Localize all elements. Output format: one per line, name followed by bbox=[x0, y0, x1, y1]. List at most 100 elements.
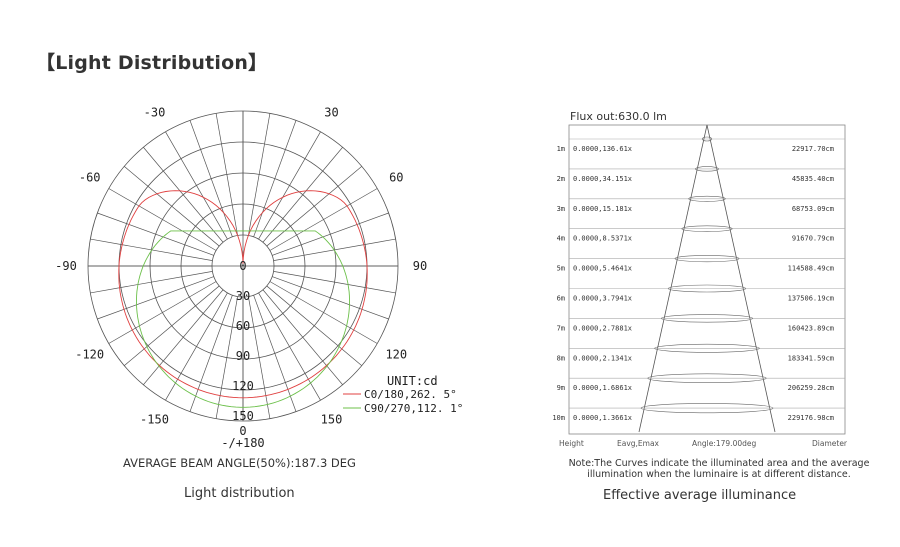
angle-label-2: -150 bbox=[140, 412, 169, 426]
polar-spoke bbox=[272, 212, 389, 256]
row-value-2: 0.0000,15.181x bbox=[573, 205, 632, 213]
row-value-0: 0.0000,136.61x bbox=[573, 145, 632, 153]
row-diameter-7: 183341.59cm bbox=[788, 354, 834, 362]
row-value-6: 0.0000,2.7881x bbox=[573, 324, 632, 332]
radial-label-0: 0 bbox=[239, 259, 246, 273]
legend-label-0: C0/180,262. 5° bbox=[364, 388, 457, 401]
row-value-8: 0.0000,1.6861x bbox=[573, 384, 632, 392]
unit-label: UNIT:cd bbox=[387, 374, 438, 388]
cone-slice bbox=[681, 225, 733, 232]
polar-spoke bbox=[215, 296, 238, 419]
row-diameter-4: 114588.49cm bbox=[788, 265, 834, 273]
radial-label-5: 150 bbox=[232, 409, 254, 423]
radial-label-4: 120 bbox=[232, 379, 254, 393]
row-height-3: 4m bbox=[557, 235, 565, 243]
cone-right-edge bbox=[706, 124, 776, 433]
polar-spoke bbox=[143, 147, 224, 243]
polar-spoke bbox=[143, 289, 224, 385]
row-diameter-6: 160423.89cm bbox=[788, 324, 834, 332]
polar-spoke bbox=[266, 166, 362, 247]
cone-slice bbox=[654, 343, 760, 353]
row-value-3: 0.0000,8.5371x bbox=[573, 235, 632, 243]
radial-label-1: 30 bbox=[236, 289, 250, 303]
footer-diameter: Diameter bbox=[812, 439, 848, 448]
row-value-7: 0.0000,2.1341x bbox=[573, 354, 632, 362]
row-diameter-8: 206259.28cm bbox=[788, 384, 834, 392]
footer-angle: Angle:179.00deg bbox=[692, 439, 757, 448]
polar-spoke bbox=[189, 295, 233, 412]
cone-slice bbox=[667, 284, 747, 293]
row-diameter-3: 91670.79cm bbox=[792, 235, 834, 243]
row-diameter-1: 45835.40cm bbox=[792, 175, 834, 183]
beam-angle-text: AVERAGE BEAM ANGLE(50%):187.3 DEG bbox=[123, 456, 356, 470]
polar-spoke bbox=[97, 276, 214, 320]
polar-spoke bbox=[272, 276, 389, 320]
polar-spoke bbox=[266, 285, 362, 366]
note-text: Note:The Curves indicate the illuminated… bbox=[560, 458, 878, 480]
row-value-1: 0.0000,34.151x bbox=[573, 175, 632, 183]
polar-spoke bbox=[248, 113, 271, 236]
polar-spoke bbox=[258, 131, 321, 240]
angle-label-3: 120 bbox=[385, 348, 407, 362]
polar-spoke bbox=[124, 285, 220, 366]
polar-spoke bbox=[90, 238, 213, 261]
row-diameter-0: 22917.70cm bbox=[792, 145, 834, 153]
illuminance-caption: Effective average illuminance bbox=[603, 488, 797, 503]
polar-curves bbox=[118, 190, 368, 408]
polar-spoke bbox=[189, 120, 233, 237]
illuminance-rows: 1m 0.0000,136.61x 22917.70cm 2m 0.0000,34.15… bbox=[552, 136, 845, 422]
radial-label-3: 90 bbox=[236, 349, 250, 363]
polar-spoke bbox=[269, 188, 378, 251]
row-value-4: 0.0000,5.4641x bbox=[573, 265, 632, 273]
polar-spoke bbox=[215, 113, 238, 236]
cone-slice bbox=[674, 255, 740, 263]
polar-labels: -/+180 150 -150 120 -120 90 -90 60 -60 30 -30 0 30 60… bbox=[55, 106, 463, 450]
illuminance-frame bbox=[568, 124, 846, 435]
row-height-1: 2m bbox=[557, 175, 565, 183]
row-diameter-2: 68753.09cm bbox=[792, 205, 834, 213]
flux-label: Flux out:630.0 lm bbox=[570, 110, 667, 123]
curve-c0-180 bbox=[118, 190, 368, 399]
angle-label-5: 90 bbox=[413, 259, 427, 273]
polar-spoke bbox=[269, 281, 378, 344]
polar-spoke bbox=[273, 271, 396, 294]
polar-spoke bbox=[165, 292, 228, 401]
radial-label-6: 0 bbox=[239, 424, 246, 438]
angle-label-6: -90 bbox=[55, 259, 77, 273]
row-diameter-5: 137506.19cm bbox=[788, 294, 834, 302]
polar-spoke bbox=[258, 292, 321, 401]
angle-label-4: -120 bbox=[75, 348, 104, 362]
row-height-7: 8m bbox=[557, 354, 565, 362]
polar-spoke bbox=[253, 120, 297, 237]
footer-height: Height bbox=[559, 439, 584, 448]
polar-spoke bbox=[253, 295, 297, 412]
polar-spoke bbox=[124, 166, 220, 247]
polar-spoke bbox=[165, 131, 228, 240]
radial-label-2: 60 bbox=[236, 319, 250, 333]
row-height-2: 3m bbox=[557, 205, 565, 213]
polar-spoke bbox=[97, 212, 214, 256]
cone-left-edge bbox=[638, 124, 708, 433]
note-line-2: illumination when the luminaire is at di… bbox=[587, 469, 851, 480]
section-heading: 【Light Distribution】 bbox=[36, 52, 268, 74]
row-value-5: 0.0000,3.7941x bbox=[573, 294, 632, 302]
angle-label-7: 60 bbox=[389, 171, 403, 185]
cone-slice bbox=[701, 136, 713, 142]
light-distribution-caption: Light distribution bbox=[184, 486, 295, 501]
cone-slice bbox=[640, 403, 774, 414]
polar-spoke bbox=[273, 238, 396, 261]
polar-spoke bbox=[108, 188, 217, 251]
footer-eavg: Eavg,Emax bbox=[617, 439, 659, 448]
cone-slice bbox=[688, 195, 726, 202]
row-value-9: 0.0000,1.3661x bbox=[573, 414, 632, 422]
cone-slice bbox=[695, 166, 719, 172]
polar-spoke bbox=[90, 271, 213, 294]
angle-label-1: 150 bbox=[321, 412, 343, 426]
row-diameter-9: 229176.98cm bbox=[788, 414, 834, 422]
row-height-9: 10m bbox=[552, 414, 565, 422]
polar-spoke bbox=[262, 147, 343, 243]
angle-label-10: -30 bbox=[144, 106, 166, 120]
angle-label-8: -60 bbox=[79, 171, 101, 185]
